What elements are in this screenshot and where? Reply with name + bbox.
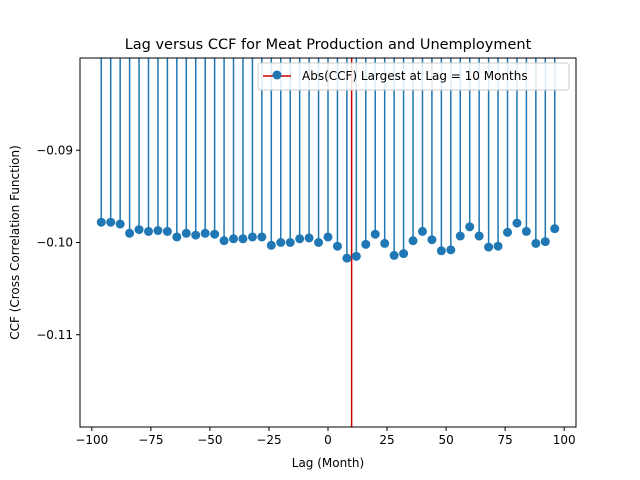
- data-point: [125, 228, 135, 238]
- stems-layer: [100, 58, 556, 259]
- data-point: [257, 232, 267, 242]
- data-point: [399, 249, 409, 259]
- data-point: [200, 228, 210, 238]
- data-point: [417, 226, 427, 236]
- x-tick-label: 75: [498, 433, 513, 447]
- data-point: [484, 242, 494, 252]
- data-point: [436, 246, 446, 256]
- legend: Abs(CCF) Largest at Lag = 10 Months: [257, 62, 570, 91]
- x-tick-label: 25: [379, 433, 394, 447]
- data-point: [332, 241, 342, 251]
- data-point: [370, 229, 380, 239]
- data-point: [446, 245, 456, 255]
- data-point: [247, 232, 257, 242]
- data-point: [229, 234, 239, 244]
- data-point: [191, 230, 201, 240]
- data-point: [389, 250, 399, 260]
- x-axis-label: Lag (Month): [292, 456, 364, 470]
- data-point: [143, 226, 153, 236]
- data-point: [172, 232, 182, 242]
- data-point: [181, 228, 191, 238]
- data-point: [408, 236, 418, 246]
- y-tick-label: −0.10: [36, 236, 73, 250]
- data-point: [285, 238, 295, 247]
- x-tick-label: 0: [324, 433, 332, 447]
- data-point: [276, 238, 286, 247]
- data-point: [455, 231, 465, 241]
- data-point: [531, 238, 541, 248]
- data-point: [540, 237, 550, 247]
- data-point: [96, 217, 106, 227]
- data-point: [521, 226, 531, 236]
- data-point: [295, 234, 305, 244]
- y-axis: −0.11 −0.10 −0.09: [36, 143, 80, 342]
- x-axis: −100 −75 −50 −25 0 25 50 75 100: [75, 427, 576, 447]
- legend-marker-swatch: [272, 70, 282, 80]
- data-point: [162, 226, 172, 236]
- data-point: [427, 235, 437, 245]
- markers-layer: [96, 217, 560, 263]
- x-tick-label: 50: [438, 433, 453, 447]
- y-tick-label: −0.09: [36, 143, 73, 157]
- y-tick-label: −0.11: [36, 328, 73, 342]
- y-axis-label: CCF (Cross Correlation Function): [8, 145, 22, 340]
- legend-entry-label: Abs(CCF) Largest at Lag = 10 Months: [302, 69, 528, 83]
- x-tick-label: 100: [553, 433, 576, 447]
- chart-title: Lag versus CCF for Meat Production and U…: [125, 37, 532, 53]
- data-point: [493, 241, 503, 251]
- data-point: [134, 225, 144, 235]
- x-tick-label: −100: [75, 433, 108, 447]
- data-point: [219, 236, 229, 246]
- x-tick-label: −75: [138, 433, 163, 447]
- data-point: [361, 239, 371, 249]
- data-point: [474, 231, 484, 241]
- data-point: [115, 219, 125, 229]
- data-point: [153, 226, 163, 236]
- data-point: [503, 227, 513, 237]
- data-point: [323, 232, 333, 242]
- data-point: [238, 234, 248, 244]
- data-point: [210, 229, 220, 239]
- data-point: [342, 253, 352, 263]
- data-point: [314, 238, 324, 247]
- x-tick-label: −50: [197, 433, 222, 447]
- data-point: [512, 218, 522, 228]
- data-point: [106, 217, 116, 227]
- x-tick-label: −25: [256, 433, 281, 447]
- data-point: [266, 240, 276, 250]
- data-point: [550, 224, 560, 234]
- data-point: [351, 251, 361, 261]
- data-point: [380, 238, 390, 248]
- data-point: [304, 233, 314, 243]
- legend-box: [257, 62, 570, 91]
- data-point: [465, 222, 475, 232]
